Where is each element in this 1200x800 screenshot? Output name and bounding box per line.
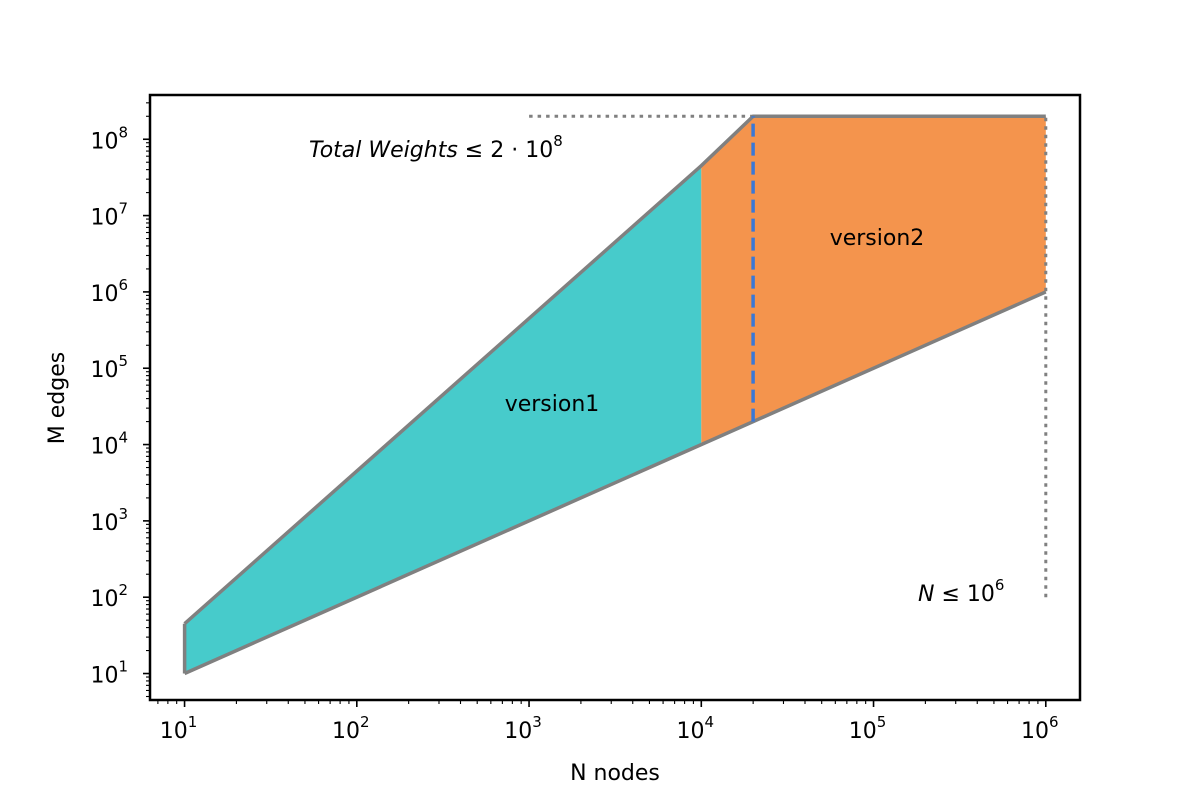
y-tick-label: 105	[90, 352, 128, 383]
x-tick-label: 105	[849, 713, 887, 744]
region-label-version1: version1	[505, 392, 600, 417]
x-tick-label: 101	[160, 713, 198, 744]
ticks-layer	[143, 102, 1047, 707]
annotation-n-limit: N ≤ 106	[918, 576, 1004, 607]
y-tick-label: 106	[90, 276, 128, 307]
x-tick-label: 106	[1021, 713, 1059, 744]
line-solid-1	[183, 114, 1046, 626]
x-tick-label: 102	[332, 713, 370, 744]
y-tick-label: 104	[90, 429, 128, 460]
x-tick-label: 104	[677, 713, 715, 744]
annotation-total-weights: Total Weights ≤ 2 · 108	[309, 132, 563, 163]
regions-layer	[184, 116, 1046, 674]
y-tick-label: 101	[90, 658, 128, 689]
y-tick-label: 108	[90, 123, 128, 154]
region-version1	[184, 165, 702, 674]
y-tick-label: 103	[90, 505, 128, 536]
x-axis-title: N nodes	[570, 761, 660, 786]
region-version2	[701, 116, 1046, 445]
y-axis-title: M edges	[45, 352, 70, 444]
labels-layer: 101 102 103 104 105 106 101 102 103 104 105 106 107 1…	[90, 123, 1058, 744]
x-tick-label: 103	[504, 713, 542, 744]
region-label-version2: version2	[830, 226, 925, 251]
lines-layer	[182, 114, 1048, 676]
y-tick-label: 102	[90, 581, 128, 612]
plot-frame	[148, 93, 1082, 702]
y-tick-label: 107	[90, 200, 128, 231]
